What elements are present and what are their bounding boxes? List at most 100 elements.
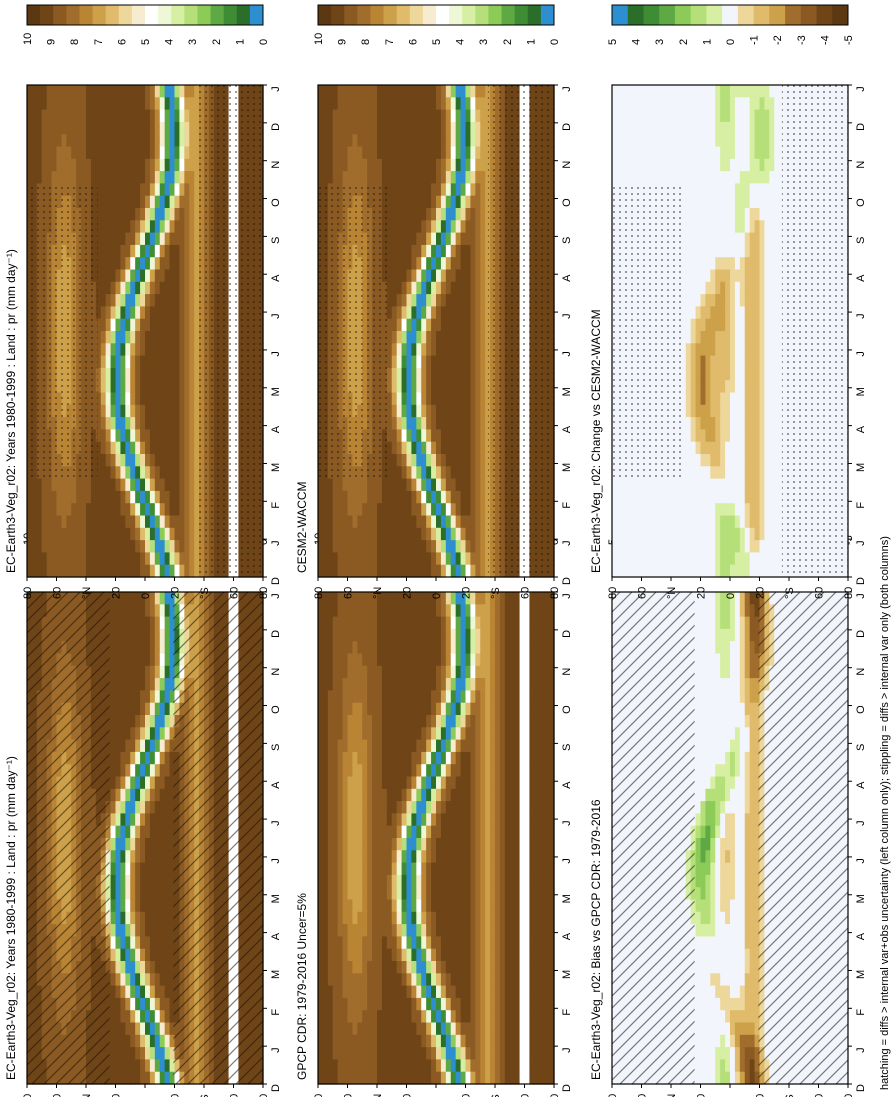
heatmap-cell <box>504 628 511 642</box>
heatmap-cell <box>396 936 403 950</box>
month-tick-label: J <box>270 593 282 599</box>
heatmap-cell <box>480 973 486 987</box>
heatmap-cell <box>519 715 526 728</box>
heatmap-cell <box>406 887 413 901</box>
heatmap-cell <box>529 850 535 864</box>
heatmap-cell <box>509 702 516 716</box>
heatmap-cell <box>499 924 506 937</box>
heatmap-cell <box>514 776 521 790</box>
heatmap-cell <box>115 1059 122 1073</box>
heatmap-cell <box>125 973 131 987</box>
heatmap-cell <box>322 702 329 716</box>
heatmap-cell <box>524 801 531 814</box>
heatmap-cell <box>470 887 476 901</box>
heatmap-cell <box>391 874 398 888</box>
heatmap-cell <box>120 592 126 605</box>
heatmap-cell <box>715 936 721 950</box>
heatmap-cell <box>140 641 146 655</box>
heatmap-cell <box>372 997 378 1011</box>
heatmap-cell <box>440 887 447 901</box>
heatmap-cell <box>465 604 472 618</box>
heatmap-cell <box>386 1010 393 1024</box>
heatmap-cell <box>342 1059 349 1073</box>
heatmap-cell <box>337 850 344 864</box>
heatmap-cell <box>416 641 422 655</box>
heatmap-cell <box>327 887 334 901</box>
heatmap-cell <box>440 813 447 827</box>
heatmap-cell <box>490 751 496 765</box>
heatmap-cell <box>322 727 329 741</box>
heatmap-cell <box>322 764 329 778</box>
heatmap-cell <box>700 751 707 765</box>
heatmap-cell <box>130 801 136 814</box>
heatmap-cell <box>386 948 393 962</box>
heatmap-cell <box>490 641 496 655</box>
heatmap-cell <box>347 1022 354 1036</box>
heatmap-cell <box>110 1071 117 1085</box>
heatmap-cell <box>519 641 526 655</box>
heatmap-cell <box>149 899 156 913</box>
heatmap-cell <box>720 887 726 901</box>
heatmap-cell <box>700 1071 707 1085</box>
heatmap-cell <box>391 604 398 618</box>
heatmap-cell <box>169 825 176 839</box>
heatmap-cell <box>154 1034 161 1048</box>
heatmap-cell <box>115 911 122 925</box>
heatmap-cell <box>159 715 166 728</box>
heatmap-cell <box>367 1010 373 1024</box>
heatmap-cell <box>710 653 716 667</box>
heatmap-cell <box>322 936 329 950</box>
heatmap-cell <box>470 776 476 790</box>
heatmap-cell <box>342 739 349 753</box>
heatmap-cell <box>110 592 117 605</box>
heatmap-cell <box>386 973 393 987</box>
heatmap-cell <box>411 961 417 974</box>
heatmap-cell <box>539 702 545 716</box>
heatmap-cell <box>509 788 516 802</box>
heatmap-cell <box>362 616 368 630</box>
heatmap-cell <box>322 887 329 901</box>
heatmap-cell <box>440 715 447 728</box>
heatmap-cell <box>529 838 535 851</box>
heatmap-cell <box>154 862 161 876</box>
heatmap-cell <box>337 764 344 778</box>
heatmap-cell <box>450 1034 457 1048</box>
heatmap-cell <box>499 973 506 987</box>
heatmap-cell <box>544 850 550 864</box>
heatmap-cell <box>450 887 457 901</box>
heatmap-cell <box>485 862 491 876</box>
heatmap-cell <box>460 961 467 974</box>
heatmap-cell <box>450 973 457 987</box>
heatmap-cell <box>406 1010 413 1024</box>
heatmap-cell <box>362 653 368 667</box>
heatmap-cell <box>135 678 141 691</box>
heatmap-cell <box>357 961 363 974</box>
heatmap-cell <box>377 715 383 728</box>
heatmap-cell <box>332 973 339 987</box>
heatmap-cell <box>154 702 161 716</box>
heatmap-cell <box>411 825 417 839</box>
heatmap-cell <box>710 985 716 999</box>
heatmap-cell <box>115 776 122 790</box>
heatmap-cell <box>115 997 122 1011</box>
heatmap-cell <box>322 1034 329 1048</box>
heatmap-cell <box>421 1047 427 1060</box>
heatmap-cell <box>130 1059 136 1073</box>
heatmap-cell <box>377 653 383 667</box>
heatmap-cell <box>480 764 486 778</box>
heatmap-cell <box>509 911 516 925</box>
heatmap-cell <box>509 1071 516 1085</box>
heatmap-cell <box>149 997 156 1011</box>
heatmap-cell <box>519 628 526 642</box>
month-tick-label: F <box>561 1009 573 1016</box>
heatmap-cell <box>480 911 486 925</box>
heatmap-cell <box>406 690 413 704</box>
month-tick-label: D <box>561 1084 573 1092</box>
heatmap-cell <box>135 862 141 876</box>
heatmap-cell <box>480 948 486 962</box>
heatmap-cell <box>465 715 472 728</box>
heatmap-cell <box>357 973 363 987</box>
heatmap-cell <box>499 604 506 618</box>
heatmap-cell <box>499 616 506 630</box>
heatmap-cell <box>318 665 324 679</box>
